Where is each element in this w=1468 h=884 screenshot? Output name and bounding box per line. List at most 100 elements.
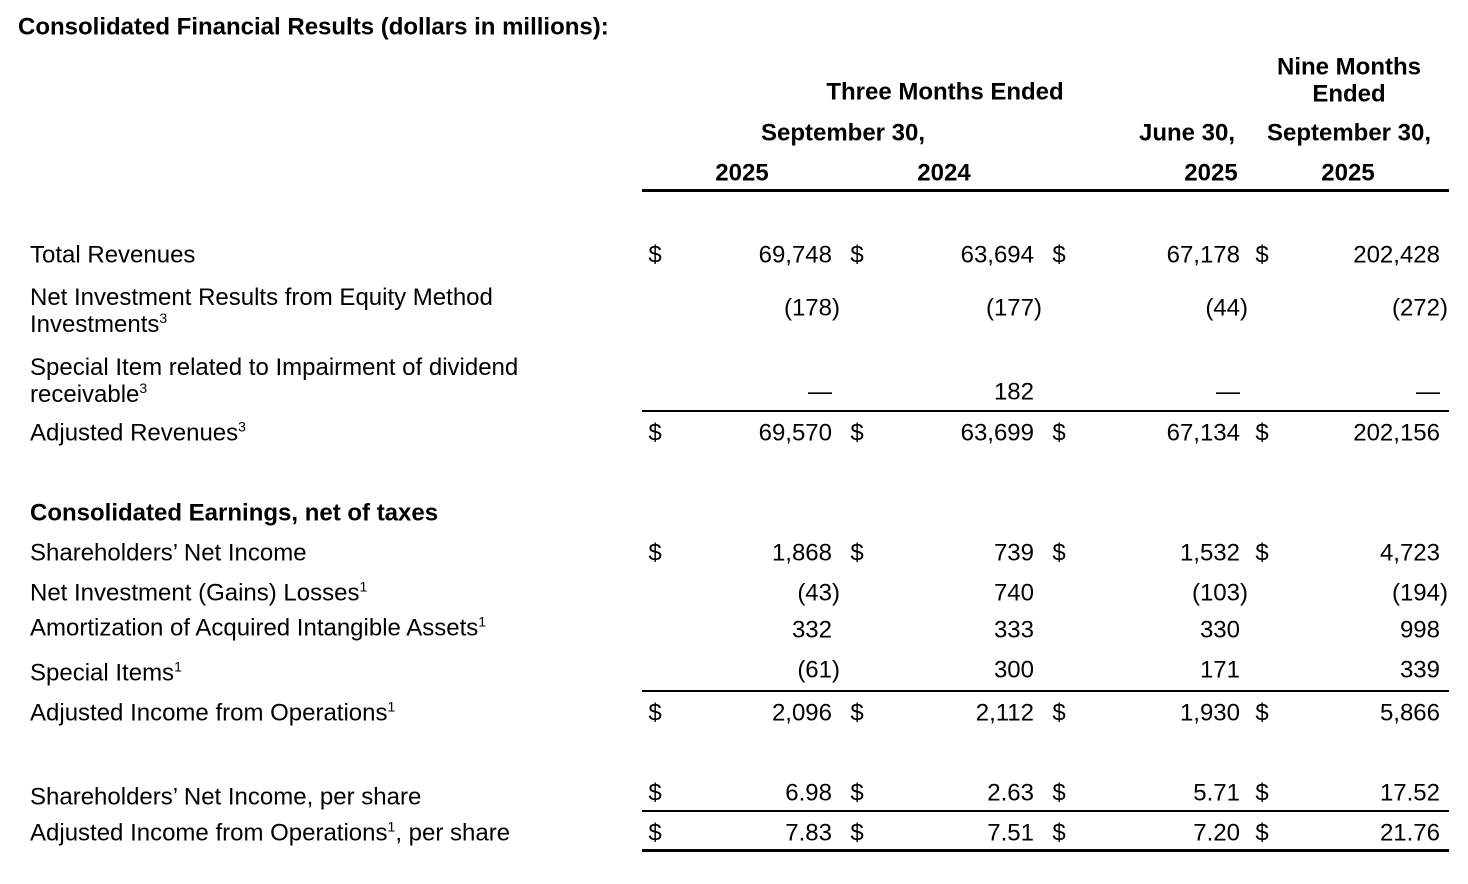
cell-value: 2.63	[987, 779, 1034, 807]
column-group-header: Three Months Ended	[826, 78, 1064, 106]
row-label: Adjusted Revenues3	[30, 420, 580, 447]
cell-value: (61)	[797, 656, 840, 684]
footnote-ref: 3	[159, 310, 168, 326]
cell-value: 2,112	[975, 699, 1034, 727]
cell-value: 63,699	[960, 419, 1034, 447]
currency-symbol: $	[1052, 241, 1066, 269]
cell-value: —	[1416, 378, 1440, 406]
cell-value: 332	[791, 616, 832, 644]
subtotal-rule	[642, 690, 1449, 692]
cell-value: 998	[1399, 616, 1440, 644]
currency-symbol: $	[850, 819, 864, 847]
cell-value: 17.52	[1379, 779, 1440, 807]
cell-value: 5,866	[1379, 699, 1440, 727]
cell-value: 7.83	[785, 819, 832, 847]
cell-value: 21.76	[1379, 819, 1440, 847]
cell-value: 740	[993, 579, 1034, 607]
row-label: Shareholders’ Net Income, per share	[30, 784, 580, 811]
currency-symbol: $	[648, 539, 662, 567]
cell-value: 171	[1199, 656, 1240, 684]
label-text: Net Investment (Gains) Losses	[30, 579, 360, 607]
footnote-ref: 1	[174, 658, 182, 675]
cell-value: 202,428	[1353, 241, 1440, 269]
year-header: 2024	[917, 159, 971, 187]
cell-value: 63,694	[960, 241, 1034, 269]
label-text: Net Investment Results from Equity Metho…	[30, 284, 493, 338]
label-suffix: , per share	[395, 819, 511, 847]
cell-value: 182	[993, 378, 1034, 406]
row-label: Net Investment Results from Equity Metho…	[30, 284, 580, 338]
year-header: 2025	[1184, 159, 1238, 187]
cell-value: 333	[993, 616, 1034, 644]
label-text: Amortization of Acquired Intangible Asse…	[30, 614, 479, 642]
currency-symbol: $	[1052, 819, 1066, 847]
header-rule	[642, 189, 1449, 192]
cell-value: 69,748	[758, 241, 832, 269]
cell-value: 300	[993, 656, 1034, 684]
currency-symbol: $	[648, 419, 662, 447]
cell-value: (178)	[783, 294, 840, 322]
date-header: September 30,	[1266, 119, 1432, 147]
currency-symbol: $	[850, 699, 864, 727]
cell-value: (177)	[985, 294, 1042, 322]
cell-value: 67,134	[1166, 419, 1240, 447]
column-group-header: Ended	[1312, 80, 1386, 108]
date-header: June 30,	[1138, 119, 1236, 147]
cell-value: 5.71	[1193, 779, 1240, 807]
row-label: Adjusted Income from Operations1, per sh…	[30, 820, 580, 847]
currency-symbol: $	[1255, 241, 1269, 269]
currency-symbol: $	[1255, 419, 1269, 447]
date-header: September 30,	[760, 119, 926, 147]
cell-value: 1,930	[1179, 699, 1240, 727]
cell-value: (194)	[1391, 579, 1448, 607]
cell-value: 330	[1199, 616, 1240, 644]
cell-value: 202,156	[1353, 419, 1440, 447]
currency-symbol: $	[648, 699, 662, 727]
row-rule	[642, 810, 1449, 812]
cell-value: (43)	[797, 579, 840, 607]
cell-value: 2,096	[771, 699, 832, 727]
label-text: Adjusted Income from Operations	[30, 819, 388, 847]
column-group-header: Nine Months	[1277, 53, 1421, 81]
currency-symbol: $	[1052, 699, 1066, 727]
label-text: Adjusted Revenues	[30, 419, 239, 447]
currency-symbol: $	[850, 419, 864, 447]
currency-symbol: $	[648, 819, 662, 847]
row-label: Special Item related to Impairment of di…	[30, 354, 580, 408]
currency-symbol: $	[648, 779, 662, 807]
currency-symbol: $	[1255, 819, 1269, 847]
cell-value: —	[808, 378, 832, 406]
currency-symbol: $	[1052, 779, 1066, 807]
cell-value: (44)	[1205, 294, 1248, 322]
currency-symbol: $	[1052, 419, 1066, 447]
row-label: Shareholders’ Net Income	[30, 540, 580, 567]
currency-symbol: $	[850, 241, 864, 269]
row-label: Special Items1	[30, 660, 580, 687]
cell-value: 739	[993, 539, 1034, 567]
year-header: 2025	[1321, 159, 1375, 187]
row-label: Net Investment (Gains) Losses1	[30, 580, 580, 607]
cell-value: 67,178	[1166, 241, 1240, 269]
row-label: Amortization of Acquired Intangible Asse…	[30, 615, 580, 642]
label-text: Special Items	[30, 659, 175, 687]
currency-symbol: $	[648, 241, 662, 269]
bottom-rule	[642, 849, 1449, 852]
cell-value: (272)	[1391, 294, 1448, 322]
year-header: 2025	[715, 159, 769, 187]
currency-symbol: $	[1255, 539, 1269, 567]
footnote-ref: 3	[238, 418, 246, 435]
cell-value: —	[1216, 378, 1240, 406]
cell-value: 4,723	[1379, 539, 1440, 567]
table-title: Consolidated Financial Results (dollars …	[18, 13, 609, 41]
currency-symbol: $	[850, 539, 864, 567]
currency-symbol: $	[1052, 539, 1066, 567]
cell-value: 1,532	[1179, 539, 1240, 567]
cell-value: 7.51	[987, 819, 1034, 847]
footnote-ref: 1	[478, 613, 487, 630]
currency-symbol: $	[850, 779, 864, 807]
footnote-ref: 1	[387, 698, 396, 715]
row-label: Adjusted Income from Operations1	[30, 700, 580, 727]
cell-value: 6.98	[785, 779, 832, 807]
currency-symbol: $	[1255, 779, 1269, 807]
